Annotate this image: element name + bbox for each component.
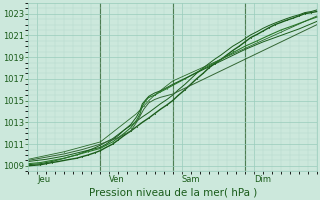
X-axis label: Pression niveau de la mer( hPa ): Pression niveau de la mer( hPa ) (89, 187, 257, 197)
